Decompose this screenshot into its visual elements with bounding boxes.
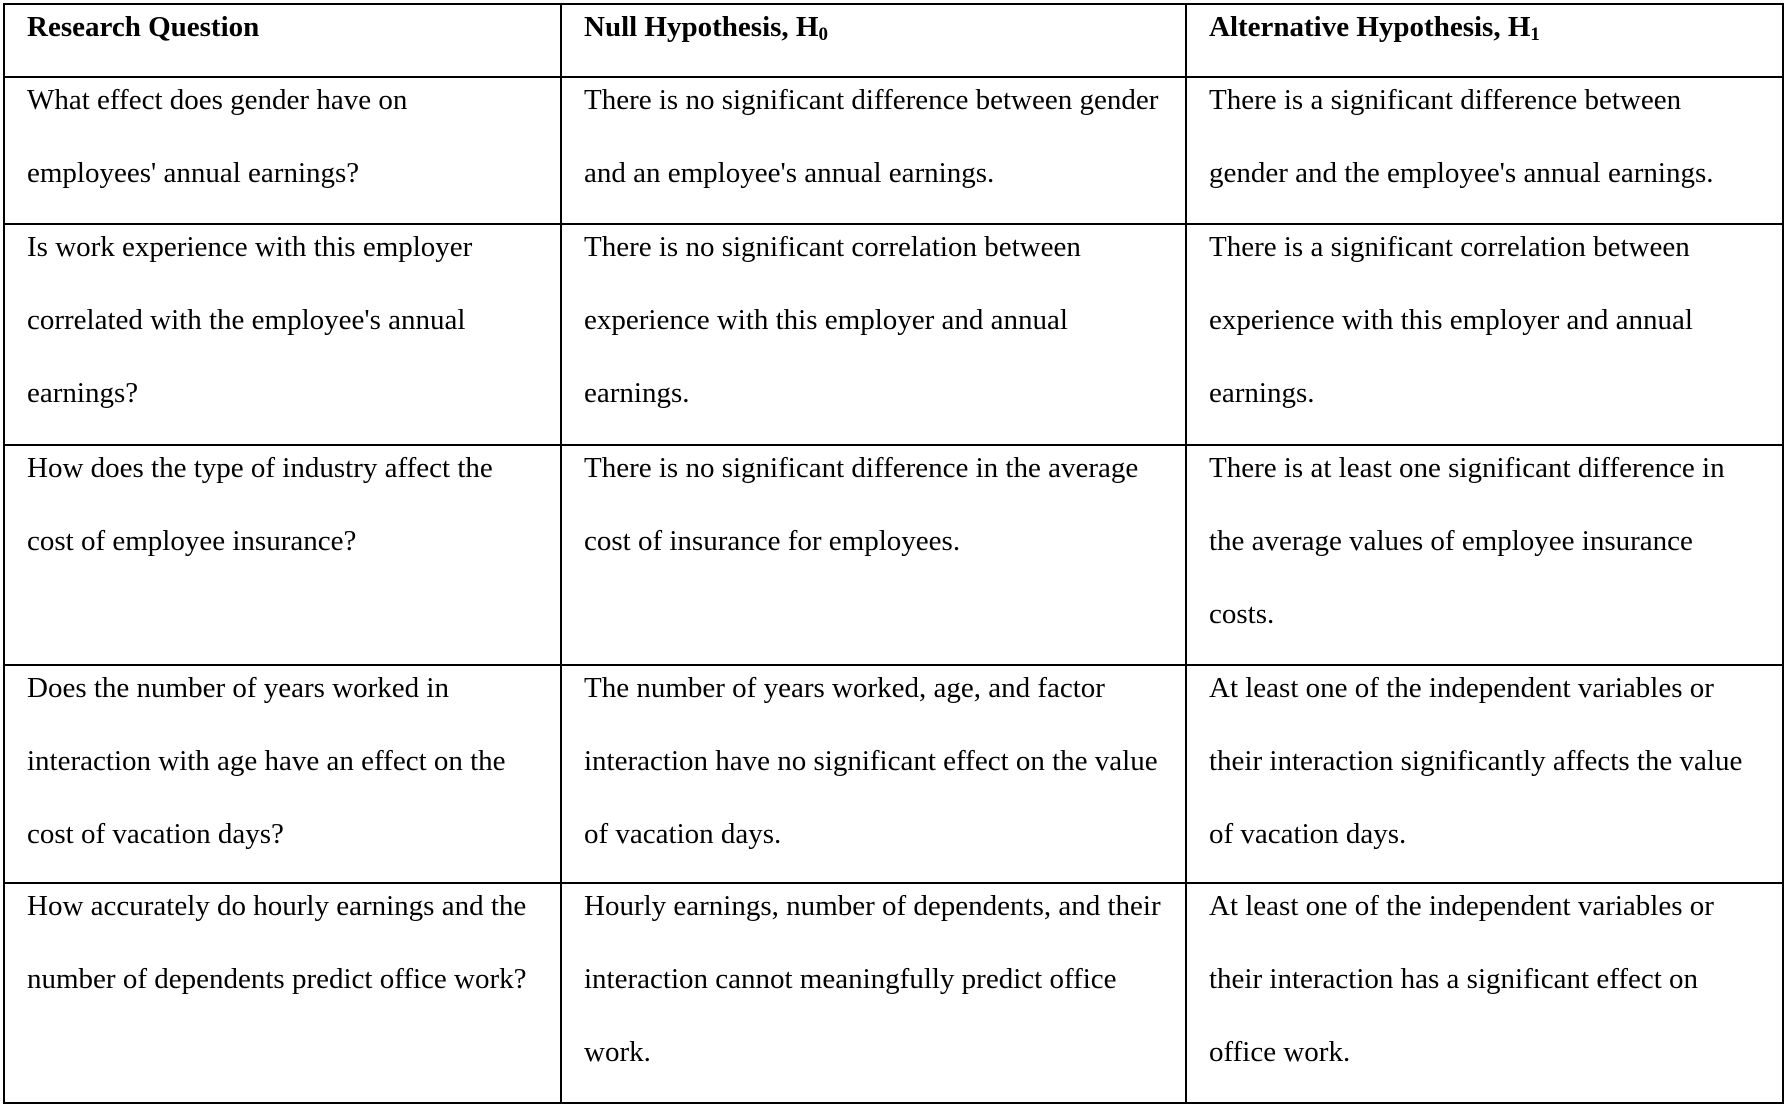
header-text: Null Hypothesis, H xyxy=(584,11,819,43)
header-text: Research Question xyxy=(27,11,260,43)
cell-null-hypothesis: There is no significant difference betwe… xyxy=(560,76,1187,225)
table-row: How accurately do hourly earnings and th… xyxy=(3,882,1784,1104)
cell-text: There is no significant difference in th… xyxy=(584,452,1139,557)
cell-text: Is work experience with this employer co… xyxy=(27,231,473,409)
table-row: What effect does gender have on employee… xyxy=(3,76,1784,225)
header-subscript: 1 xyxy=(1530,24,1540,45)
cell-research-question: How does the type of industry affect the… xyxy=(3,444,562,666)
cell-text: There is a significant correlation betwe… xyxy=(1209,231,1693,409)
cell-text: Hourly earnings, number of dependents, a… xyxy=(584,890,1161,1068)
cell-text: There is no significant correlation betw… xyxy=(584,231,1081,409)
cell-text: There is at least one significant differ… xyxy=(1209,452,1725,630)
cell-research-question: Is work experience with this employer co… xyxy=(3,223,562,446)
cell-text: How does the type of industry affect the… xyxy=(27,452,493,557)
cell-alternative-hypothesis: There is a significant difference betwee… xyxy=(1185,76,1784,225)
cell-alternative-hypothesis: There is a significant correlation betwe… xyxy=(1185,223,1784,446)
table-row: How does the type of industry affect the… xyxy=(3,444,1784,666)
header-null-hypothesis: Null Hypothesis, H0 xyxy=(560,3,1187,78)
cell-research-question: How accurately do hourly earnings and th… xyxy=(3,882,562,1104)
cell-alternative-hypothesis: There is at least one significant differ… xyxy=(1185,444,1784,666)
header-research-question: Research Question xyxy=(3,3,562,78)
cell-text: There is no significant difference betwe… xyxy=(584,84,1159,189)
cell-text: At least one of the independent variable… xyxy=(1209,890,1714,1068)
hypotheses-table: Research Question Null Hypothesis, H0 Al… xyxy=(3,3,1784,1104)
header-row: Research Question Null Hypothesis, H0 Al… xyxy=(3,3,1784,78)
cell-null-hypothesis: The number of years worked, age, and fac… xyxy=(560,664,1187,884)
cell-text: At least one of the independent variable… xyxy=(1209,672,1743,850)
cell-text: How accurately do hourly earnings and th… xyxy=(27,890,527,995)
cell-text: What effect does gender have on employee… xyxy=(27,84,408,189)
header-alternative-hypothesis: Alternative Hypothesis, H1 xyxy=(1185,3,1784,78)
cell-text: There is a significant difference betwee… xyxy=(1209,84,1714,189)
cell-null-hypothesis: There is no significant correlation betw… xyxy=(560,223,1187,446)
cell-text: Does the number of years worked in inter… xyxy=(27,672,506,850)
cell-null-hypothesis: Hourly earnings, number of dependents, a… xyxy=(560,882,1187,1104)
cell-research-question: Does the number of years worked in inter… xyxy=(3,664,562,884)
header-text: Alternative Hypothesis, H xyxy=(1209,11,1531,43)
cell-text: The number of years worked, age, and fac… xyxy=(584,672,1158,850)
cell-research-question: What effect does gender have on employee… xyxy=(3,76,562,225)
table-row: Does the number of years worked in inter… xyxy=(3,664,1784,884)
header-subscript: 0 xyxy=(818,24,828,45)
cell-alternative-hypothesis: At least one of the independent variable… xyxy=(1185,664,1784,884)
table-row: Is work experience with this employer co… xyxy=(3,223,1784,446)
cell-alternative-hypothesis: At least one of the independent variable… xyxy=(1185,882,1784,1104)
cell-null-hypothesis: There is no significant difference in th… xyxy=(560,444,1187,666)
